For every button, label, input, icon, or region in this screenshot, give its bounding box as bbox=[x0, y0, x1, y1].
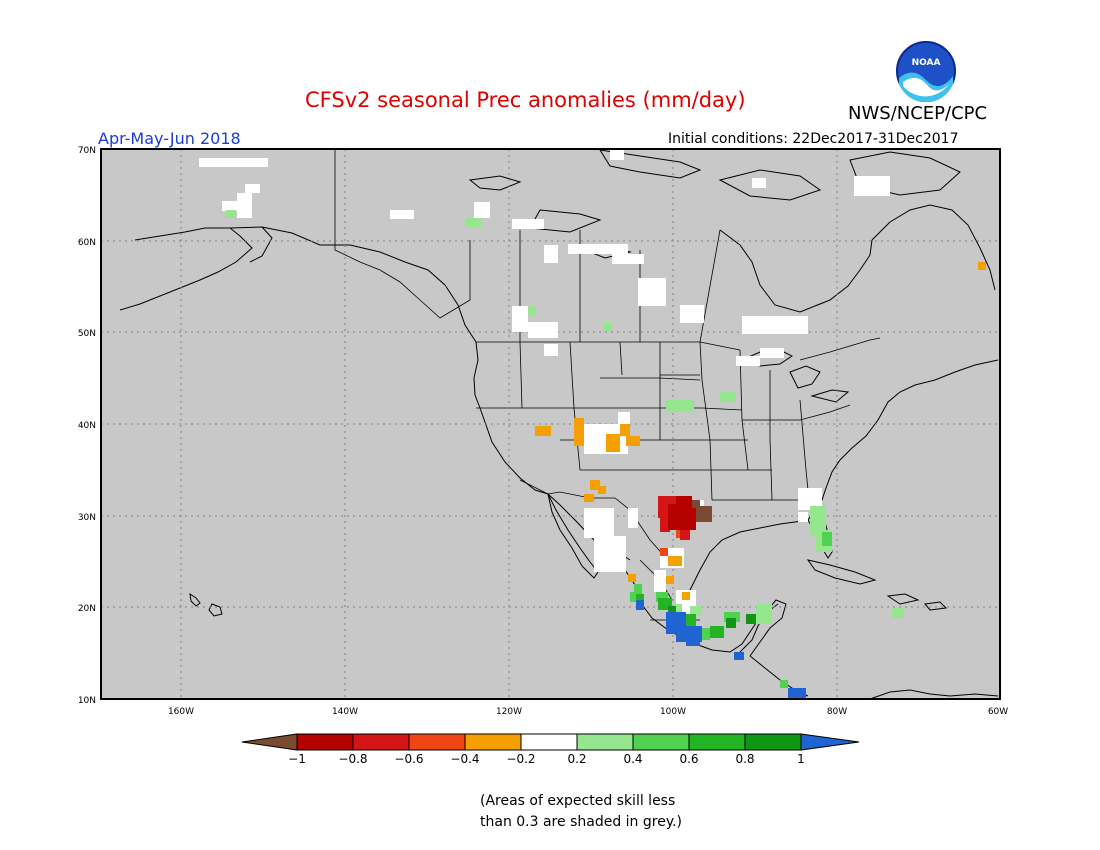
legend-tick: 0.8 bbox=[735, 752, 754, 766]
noaa-logo: NOAA bbox=[896, 41, 956, 102]
lat-label-10n: 10N bbox=[78, 696, 96, 706]
legend-tick: −0.4 bbox=[450, 752, 479, 766]
legend-swatch bbox=[296, 733, 354, 751]
lat-label-30n: 30N bbox=[78, 513, 96, 523]
longitude-labels: 160W 140W 120W 100W 80W 60W bbox=[168, 707, 1008, 717]
color-legend: −1 −0.8 −0.6 −0.4 −0.2 0.2 0.4 0.6 0.8 1 bbox=[241, 733, 860, 766]
legend-swatch bbox=[632, 733, 690, 751]
lon-label-140w: 140W bbox=[332, 707, 358, 717]
legend-arrow-left bbox=[241, 733, 298, 751]
legend-tick: 0.4 bbox=[623, 752, 642, 766]
footnote-line-2: than 0.3 are shaded in grey.) bbox=[480, 814, 683, 830]
legend-tick: 0.6 bbox=[679, 752, 698, 766]
lat-label-70n: 70N bbox=[78, 146, 96, 156]
legend-swatch bbox=[576, 733, 634, 751]
blue-cells bbox=[636, 600, 806, 698]
initial-conditions: Initial conditions: 22Dec2017-31Dec2017 bbox=[668, 131, 959, 147]
graticule bbox=[101, 149, 1000, 699]
map-title: CFSv2 seasonal Prec anomalies (mm/day) bbox=[305, 88, 746, 112]
legend-swatch bbox=[520, 733, 578, 751]
anomaly-cells bbox=[199, 150, 986, 698]
latitude-labels: 70N 60N 50N 40N 30N 20N 10N bbox=[78, 146, 96, 706]
legend-arrow-right bbox=[800, 733, 860, 751]
lat-label-60n: 60N bbox=[78, 238, 96, 248]
legend-tick: −1 bbox=[288, 752, 306, 766]
legend-swatch bbox=[464, 733, 522, 751]
legend-tick: −0.8 bbox=[338, 752, 367, 766]
lon-label-80w: 80W bbox=[827, 707, 847, 717]
logo-text: NOAA bbox=[912, 58, 941, 68]
lat-label-50n: 50N bbox=[78, 329, 96, 339]
dark-red-cells bbox=[668, 496, 696, 530]
orange-cells bbox=[535, 262, 986, 600]
organization-label: NWS/NCEP/CPC bbox=[848, 103, 988, 124]
lon-label-120w: 120W bbox=[496, 707, 522, 717]
map-frame bbox=[100, 148, 1001, 700]
legend-tick: −0.2 bbox=[506, 752, 535, 766]
footnote: (Areas of expected skill less than 0.3 a… bbox=[480, 791, 682, 833]
footnote-line-1: (Areas of expected skill less bbox=[480, 793, 676, 809]
legend-tick: 1 bbox=[797, 752, 805, 766]
legend-swatches bbox=[241, 733, 860, 751]
lon-label-160w: 160W bbox=[168, 707, 194, 717]
legend-swatch bbox=[352, 733, 410, 751]
legend-swatch bbox=[408, 733, 466, 751]
lon-label-100w: 100W bbox=[660, 707, 686, 717]
lat-label-20n: 20N bbox=[78, 604, 96, 614]
legend-swatch bbox=[744, 733, 802, 751]
legend-tick: 0.2 bbox=[567, 752, 586, 766]
forecast-period: Apr-May-Jun 2018 bbox=[98, 129, 241, 148]
map-background bbox=[101, 149, 1000, 699]
dark-brown-cells bbox=[692, 500, 712, 522]
legend-tick-labels: −1 −0.8 −0.6 −0.4 −0.2 0.2 0.4 0.6 0.8 1 bbox=[288, 752, 805, 766]
lat-label-40n: 40N bbox=[78, 421, 96, 431]
lon-label-60w: 60W bbox=[988, 707, 1008, 717]
legend-swatch bbox=[688, 733, 746, 751]
neutral-cells bbox=[199, 150, 890, 616]
legend-tick: −0.6 bbox=[394, 752, 423, 766]
dark-green-cells bbox=[668, 606, 756, 628]
